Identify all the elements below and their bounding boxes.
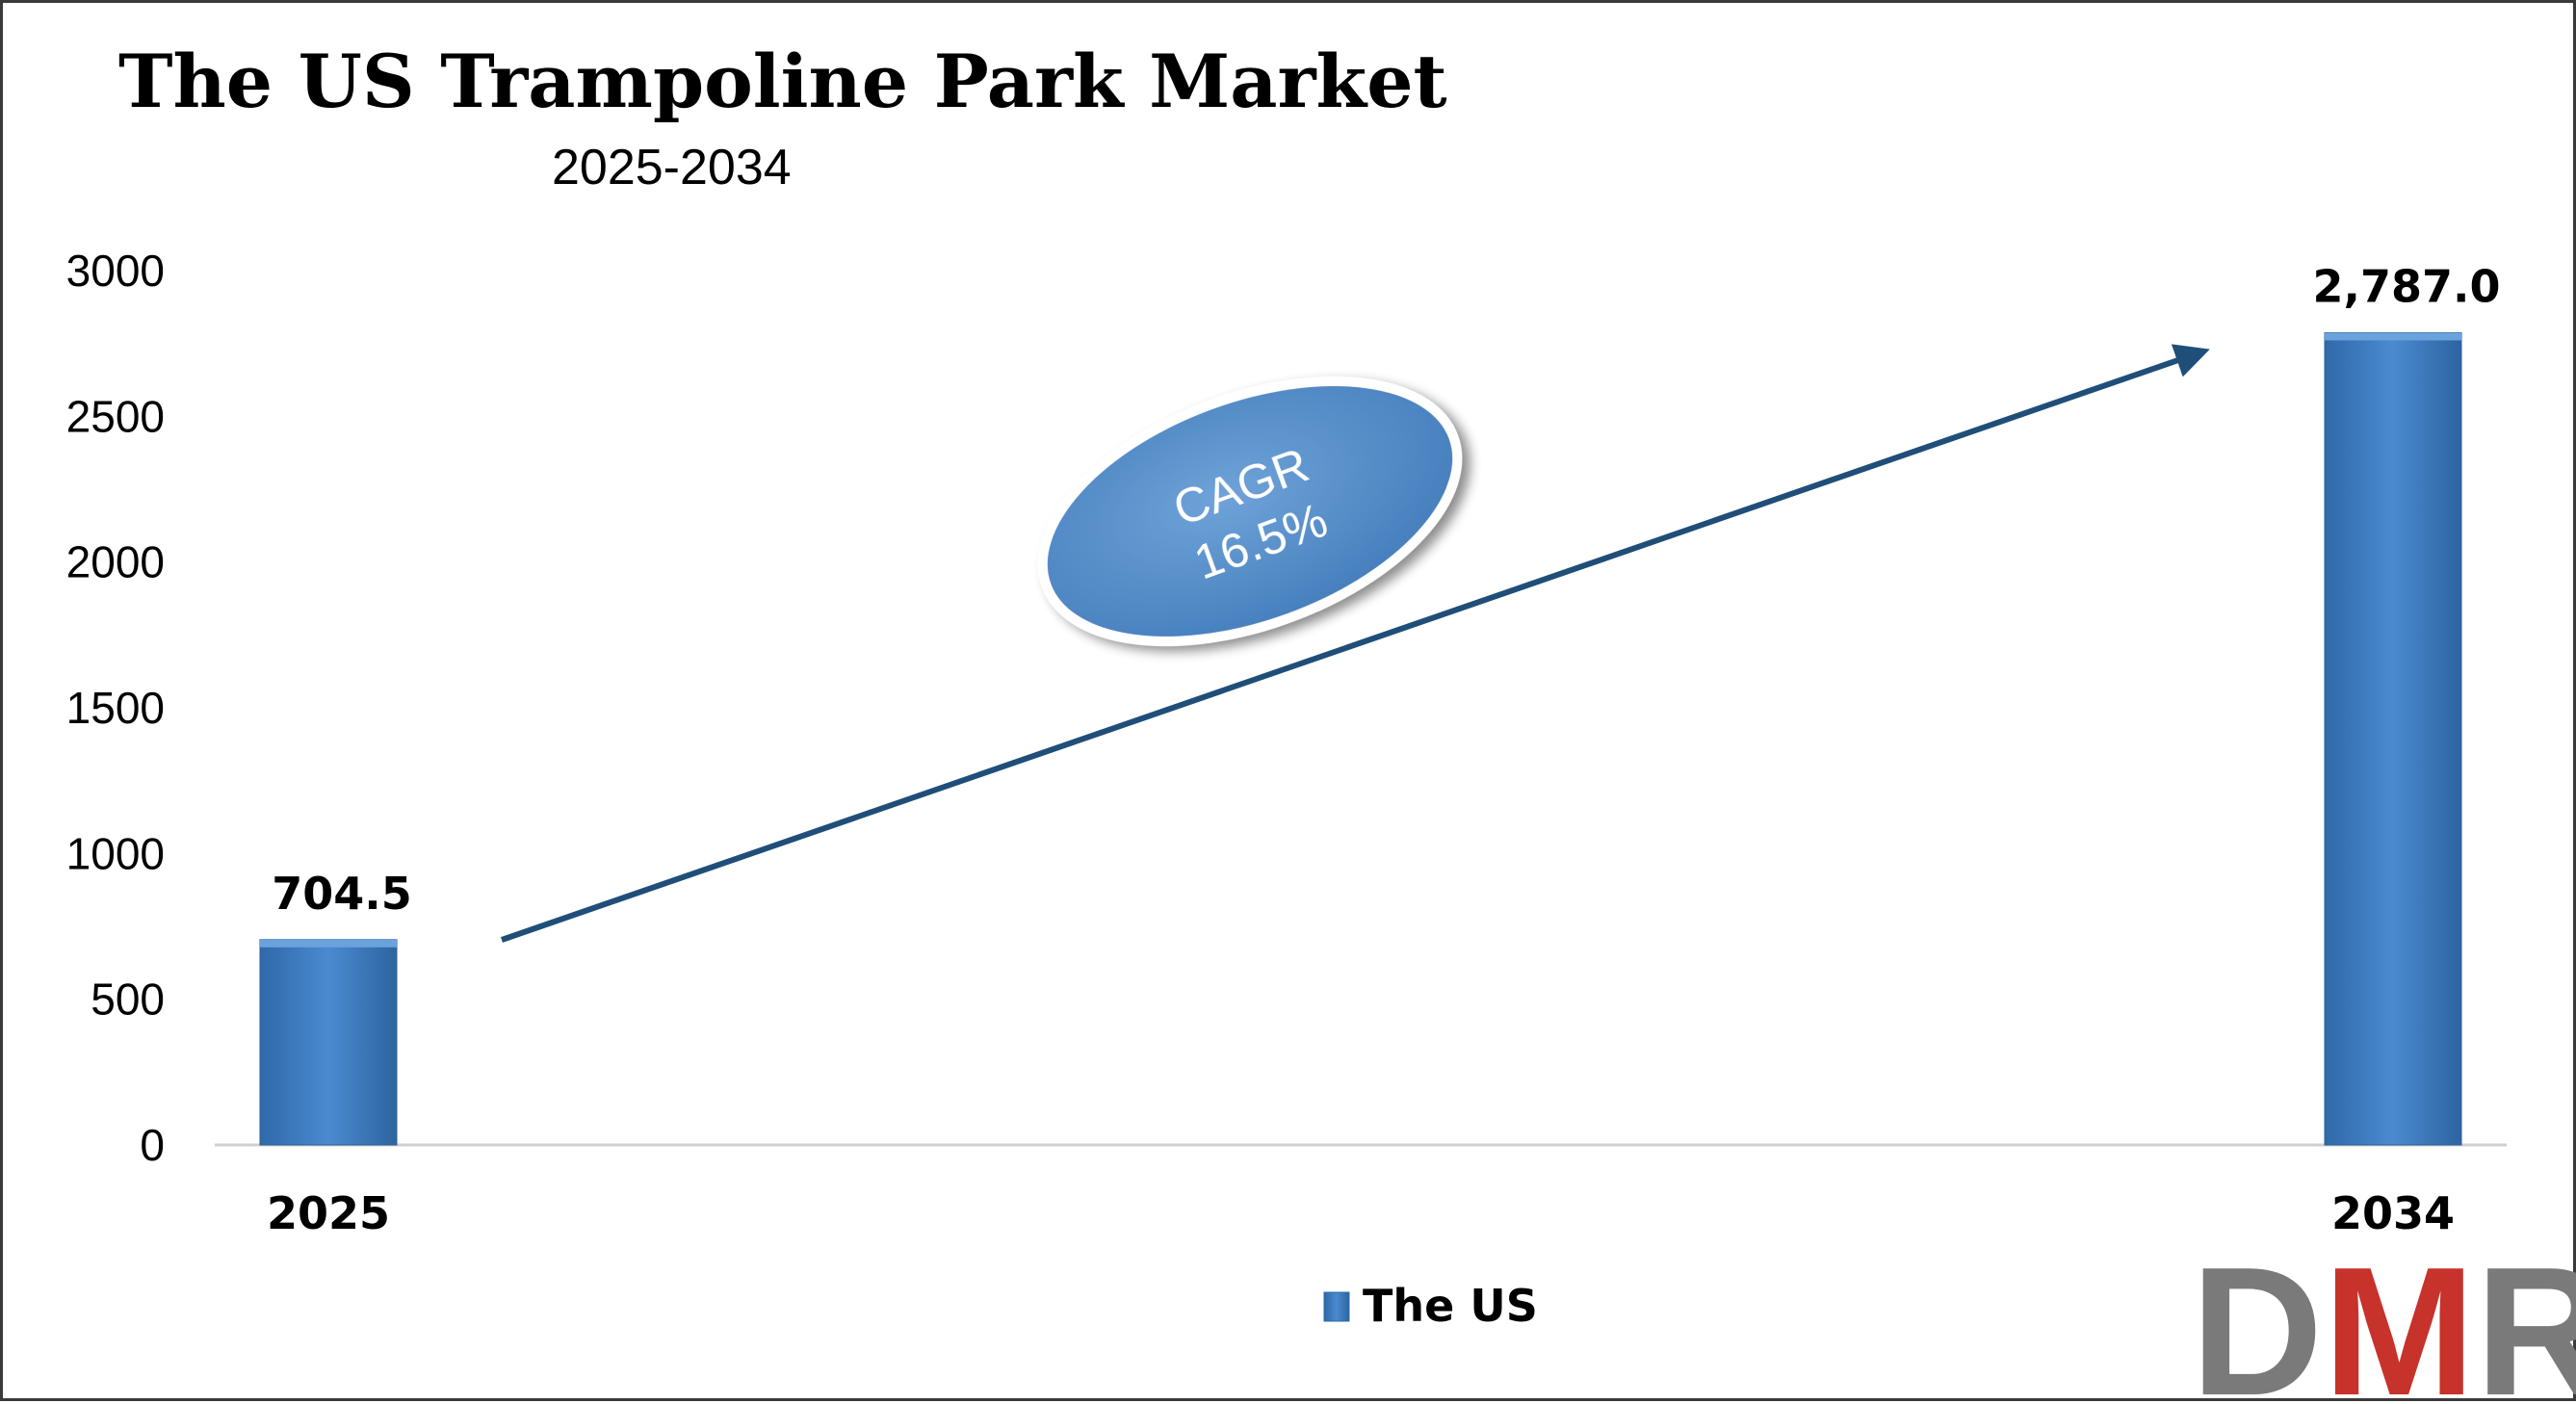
y-tick-label: 3000 (66, 246, 165, 296)
logo-letter-r: R (2476, 1230, 2576, 1404)
bar-value-label: 704.5 (272, 868, 412, 920)
y-tick-label: 1500 (66, 683, 165, 733)
bar-top-bevel (2325, 332, 2461, 340)
bar (260, 940, 397, 1145)
chart-canvas: The US Trampoline Park Market 2025-2034 … (3, 3, 2576, 1404)
legend: The US (1324, 1280, 1538, 1332)
chart-subtitle: 2025-2034 (552, 140, 792, 195)
y-tick-label: 2000 (66, 537, 165, 587)
x-category-label: 2025 (267, 1187, 390, 1239)
bar-value-label: 2,787.0 (2313, 260, 2501, 312)
legend-label: The US (1363, 1280, 1538, 1332)
dmr-logo-text: DMR (2191, 1230, 2576, 1404)
dmr-logo: DMR (2191, 1230, 2576, 1404)
chart-title: The US Trampoline Park Market (118, 39, 1447, 124)
legend-swatch (1324, 1292, 1349, 1321)
value-labels-group: 704.5 2,787.0 (272, 260, 2500, 919)
logo-letter-d: D (2191, 1230, 2323, 1404)
bar-top-bevel (260, 940, 397, 948)
y-tick-label: 0 (140, 1120, 165, 1170)
y-tick-label: 2500 (66, 391, 165, 441)
y-axis-ticks: 0 500 1000 1500 2000 2500 3000 (66, 246, 165, 1170)
cagr-badge: CAGR 16.5% (1007, 330, 1493, 692)
logo-letter-m: M (2323, 1230, 2475, 1404)
y-tick-label: 1000 (66, 828, 165, 878)
bar (2325, 332, 2461, 1145)
y-tick-label: 500 (91, 975, 165, 1025)
